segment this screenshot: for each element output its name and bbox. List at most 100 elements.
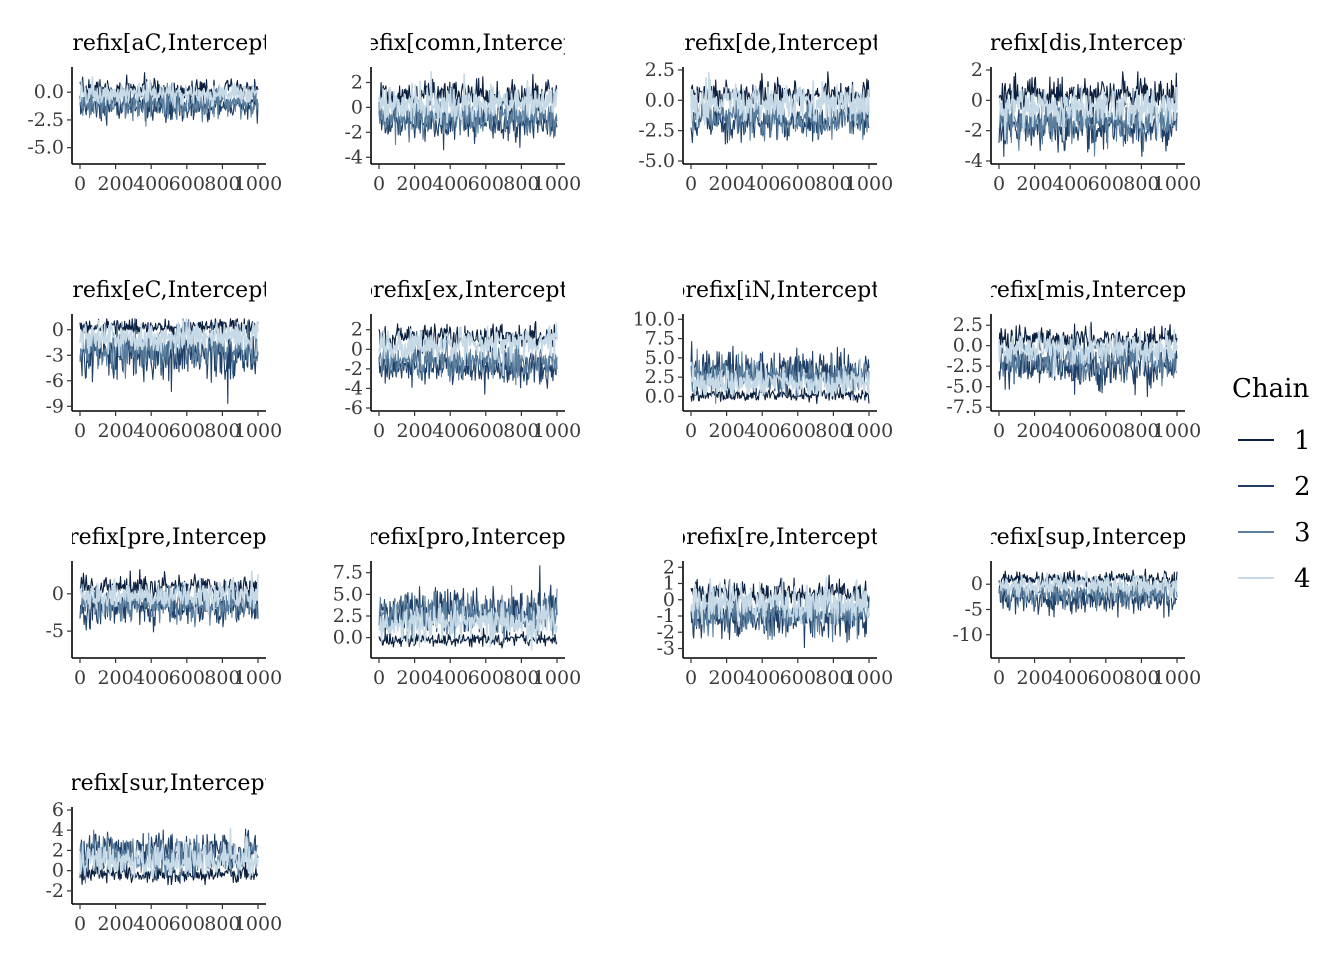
y-tick-label: 5.0 xyxy=(333,583,363,605)
x-tick-label: 1000 xyxy=(1153,173,1201,195)
y-tick-label: 2 xyxy=(52,839,64,861)
trace-lines xyxy=(998,71,1178,157)
trace-panel: prefix[pre,Intercept] 0 -5 0 200 400 600 800100… xyxy=(45,525,284,689)
x-tick-label: 800 xyxy=(815,667,851,689)
trace-panels: prefix[aC,Intercept]0.0-2.5-5.00 200 400 60… xyxy=(27,31,1204,935)
y-tick-label: -3 xyxy=(45,344,64,366)
panel-title: prefix[pre,Intercept] xyxy=(54,525,284,550)
x-tick-label: 600 xyxy=(1088,420,1124,442)
y-tick-label: -6 xyxy=(344,397,363,419)
x-tick-label: 0 xyxy=(74,913,86,935)
y-tick-label: 0 xyxy=(351,338,363,360)
x-tick-label: 800 xyxy=(815,420,851,442)
trace-panel: prefix[de,Intercept] 2.5 0.0 -2.5 -5.0 0 200 40… xyxy=(638,31,893,195)
x-tick-label: 600 xyxy=(468,173,504,195)
chain-2-trace xyxy=(690,595,870,649)
chain-3-trace xyxy=(378,337,558,386)
trace-lines xyxy=(690,71,870,145)
y-tick-label: -4 xyxy=(344,377,363,399)
x-tick-label: 0 xyxy=(685,667,697,689)
legend-title: Chain xyxy=(1232,374,1309,404)
y-tick-label: 0.0 xyxy=(645,89,675,111)
y-tick-label: 2 xyxy=(351,71,363,93)
trace-lines xyxy=(690,574,870,649)
x-tick-label: 600 xyxy=(780,173,816,195)
x-tick-label: 800 xyxy=(1123,667,1159,689)
x-tick-label: 0 xyxy=(74,173,86,195)
panel-title: prefix[sup,Intercept] xyxy=(972,525,1204,550)
x-tick-label: 200 xyxy=(396,667,432,689)
y-tick-label: 0 xyxy=(52,860,64,882)
x-tick-label: 800 xyxy=(815,173,851,195)
chain-4-trace xyxy=(378,71,558,125)
x-tick-label: 400 xyxy=(744,420,780,442)
y-tick-label: -2 xyxy=(45,880,64,902)
x-tick-label: 600 xyxy=(169,173,205,195)
chain-4-trace xyxy=(79,570,259,617)
legend-label: 4 xyxy=(1294,564,1311,594)
chain-legend: Chain 1 2 3 4 xyxy=(1232,374,1311,594)
x-tick-label: 200 xyxy=(97,173,133,195)
trace-lines xyxy=(378,320,558,395)
chain-4-trace xyxy=(79,76,259,109)
x-tick-label: 600 xyxy=(169,667,205,689)
legend-label: 3 xyxy=(1294,518,1311,548)
trace-panel: prefix[pro,Intercept] 7.55.02.50.0 0 200 400… xyxy=(333,525,583,689)
trace-panel: prefix[eC,Intercept] 0 -3 -6 -9 0 200 400 600 800… xyxy=(45,278,282,442)
y-tick-label: 0.0 xyxy=(333,627,363,649)
x-tick-label: 600 xyxy=(780,420,816,442)
x-tick-label: 200 xyxy=(1016,173,1052,195)
x-tick-label: 200 xyxy=(97,913,133,935)
panel-title: prefix[sur,Intercept] xyxy=(56,771,282,796)
x-tick-label: 400 xyxy=(133,913,169,935)
y-tick-label: -10 xyxy=(952,624,983,646)
y-tick-label: -5 xyxy=(964,599,983,621)
y-tick-label: -2 xyxy=(656,621,675,643)
y-tick-label: -5.0 xyxy=(638,150,675,172)
x-tick-label: 800 xyxy=(204,913,240,935)
chain-3-trace xyxy=(690,584,870,643)
y-tick-label: 2.5 xyxy=(645,59,675,81)
x-tick-label: 0 xyxy=(74,667,86,689)
x-tick-label: 1000 xyxy=(533,173,581,195)
trace-panel: prefix[re,Intercept]210-1-2-30 200 400 600 8… xyxy=(656,525,893,689)
x-tick-label: 400 xyxy=(432,420,468,442)
y-tick-label: 6 xyxy=(52,799,64,821)
x-tick-label: 1000 xyxy=(234,667,282,689)
x-tick-label: 200 xyxy=(708,173,744,195)
trace-panel: prefix[sup,Intercept] 0 -5 -10 0 200 400 600 800… xyxy=(952,525,1204,689)
x-tick-label: 200 xyxy=(396,173,432,195)
x-tick-label: 800 xyxy=(1123,173,1159,195)
chain-4-trace xyxy=(690,576,870,627)
x-tick-label: 200 xyxy=(396,420,432,442)
chain-1-trace xyxy=(998,321,1178,359)
x-tick-label: 600 xyxy=(468,667,504,689)
x-tick-label: 400 xyxy=(432,667,468,689)
x-tick-label: 800 xyxy=(1123,420,1159,442)
y-tick-label: -2.5 xyxy=(27,109,64,131)
y-tick-label: -3 xyxy=(656,638,675,660)
x-tick-label: 1000 xyxy=(234,913,282,935)
x-tick-label: 800 xyxy=(204,667,240,689)
trace-panel: prefix[dis,Intercept] 2 0 -2 -4 0 200 400 600 800… xyxy=(964,31,1201,195)
panel-title: prefix[pro,Intercept] xyxy=(353,525,583,550)
panel-title: prefix[ex,Intercept] xyxy=(359,278,577,303)
trace-lines xyxy=(998,568,1178,618)
y-tick-label: 0.0 xyxy=(34,81,64,103)
y-tick-label: 2.5 xyxy=(333,605,363,627)
x-tick-label: 600 xyxy=(169,913,205,935)
trace-lines xyxy=(79,72,259,127)
trace-lines xyxy=(378,565,558,651)
y-tick-label: 5.0 xyxy=(645,347,675,369)
y-tick-label: 0 xyxy=(971,573,983,595)
panel-title: prefix[de,Intercept] xyxy=(670,31,889,56)
chain-3-trace xyxy=(998,87,1178,157)
x-tick-label: 800 xyxy=(503,667,539,689)
y-tick-label: 7.5 xyxy=(333,562,363,584)
y-tick-label: 2 xyxy=(663,556,675,578)
chain-4-trace xyxy=(79,827,259,880)
y-tick-label: 0 xyxy=(52,583,64,605)
panel-title: prefix[eC,Intercept] xyxy=(58,278,279,303)
